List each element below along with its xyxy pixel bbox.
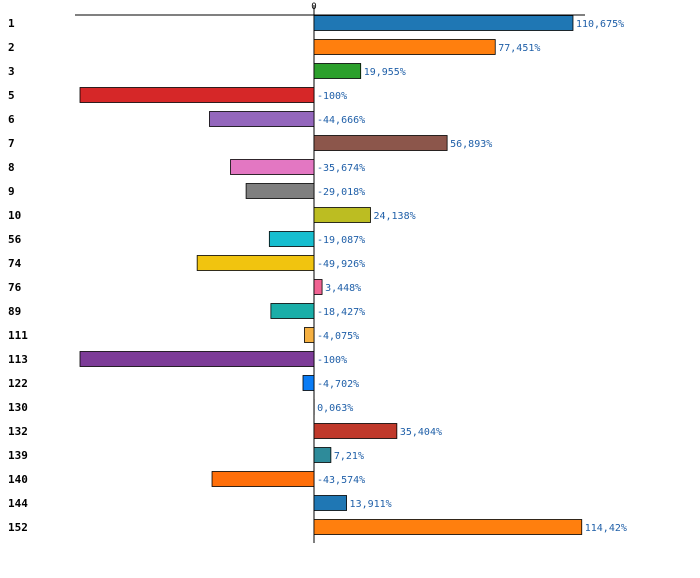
bar <box>231 160 314 175</box>
bar <box>269 232 314 247</box>
category-label: 140 <box>8 473 28 486</box>
category-label: 3 <box>8 65 15 78</box>
value-label: -43,574% <box>317 475 365 486</box>
category-label: 113 <box>8 353 28 366</box>
value-label: 0,063% <box>317 403 353 414</box>
value-label: 7,21% <box>334 451 364 462</box>
bar <box>80 88 314 103</box>
category-label: 144 <box>8 497 28 510</box>
category-label: 132 <box>8 425 28 438</box>
value-label: 110,675% <box>576 19 624 30</box>
bar <box>314 16 573 31</box>
category-label: 10 <box>8 209 21 222</box>
value-label: -35,674% <box>317 163 365 174</box>
category-label: 2 <box>8 41 15 54</box>
value-label: -4,702% <box>317 379 359 390</box>
category-label: 122 <box>8 377 28 390</box>
value-label: 77,451% <box>498 43 540 54</box>
category-label: 5 <box>8 89 15 102</box>
bar <box>271 304 314 319</box>
value-label: 114,42% <box>585 523 627 534</box>
value-label: -49,926% <box>317 259 365 270</box>
category-label: 7 <box>8 137 15 150</box>
bar <box>314 64 361 79</box>
category-label: 9 <box>8 185 15 198</box>
category-label: 139 <box>8 449 28 462</box>
bar <box>314 424 397 439</box>
value-label: 35,404% <box>400 427 442 438</box>
category-label: 74 <box>8 257 22 270</box>
category-label: 130 <box>8 401 28 414</box>
bar <box>246 184 314 199</box>
value-label: -100% <box>317 355 347 366</box>
bar <box>197 256 314 271</box>
value-label: 3,448% <box>325 283 361 294</box>
value-label: -18,427% <box>317 307 365 318</box>
category-label: 111 <box>8 329 28 342</box>
bar <box>209 112 314 127</box>
bar <box>303 376 314 391</box>
value-label: 19,955% <box>364 67 406 78</box>
bar <box>314 280 322 295</box>
category-label: 1 <box>8 17 15 30</box>
value-label: -4,075% <box>317 331 359 342</box>
value-label: 24,138% <box>373 211 415 222</box>
category-label: 56 <box>8 233 22 246</box>
bar <box>314 40 495 55</box>
category-label: 152 <box>8 521 28 534</box>
bar <box>212 472 314 487</box>
value-label: -44,666% <box>317 115 365 126</box>
category-label: 6 <box>8 113 15 126</box>
bar <box>314 496 347 511</box>
value-label: 56,893% <box>450 139 492 150</box>
bar <box>80 352 314 367</box>
value-label: -19,087% <box>317 235 365 246</box>
value-label: -100% <box>317 91 347 102</box>
bar <box>314 136 447 151</box>
zero-tick-label: 0 <box>311 2 316 12</box>
bar <box>314 208 370 223</box>
category-label: 8 <box>8 161 15 174</box>
bar <box>314 448 331 463</box>
value-label: 13,911% <box>350 499 392 510</box>
category-label: 89 <box>8 305 21 318</box>
bars-group: 1 110,675% 2 77,451% 3 19,955% 5 -100% 6 -44,666%… <box>8 16 627 535</box>
category-label: 76 <box>8 281 22 294</box>
bar <box>304 328 314 343</box>
bar <box>314 520 582 535</box>
value-label: -29,018% <box>317 187 365 198</box>
